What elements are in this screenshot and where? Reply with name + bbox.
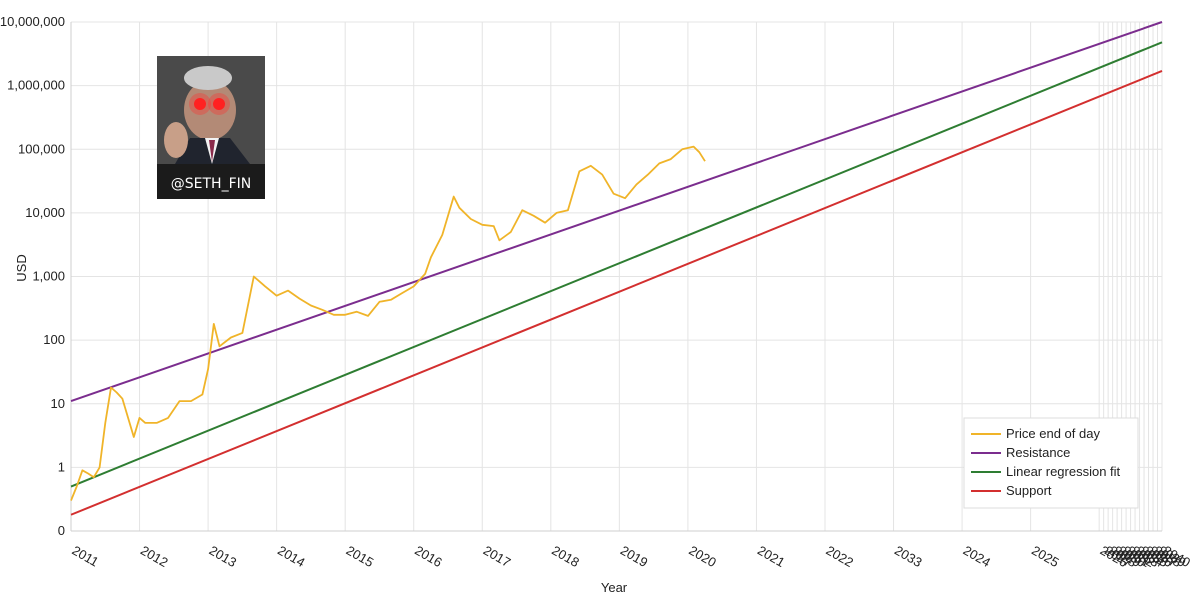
x-tick-label: 2020 <box>686 543 719 570</box>
x-tick-label: 2019 <box>618 543 651 570</box>
avatar-laser-glow-left <box>189 93 211 115</box>
avatar-laser-glow-right <box>208 93 230 115</box>
y-axis-ticks: 10,000,0001,000,000100,00010,0001,000100… <box>0 14 65 538</box>
legend-item-resistance: Resistance <box>971 445 1070 460</box>
avatar-tie <box>209 140 215 162</box>
legend-item-price: Price end of day <box>971 426 1100 441</box>
y-tick-label: 1,000,000 <box>7 78 65 93</box>
y-tick-label: 0 <box>58 523 65 538</box>
x-tick-label: 2011 <box>70 543 102 570</box>
x-tick-label: 2014 <box>275 543 308 570</box>
x-tick-label: 2015 <box>344 543 377 570</box>
legend-item-support: Support <box>971 483 1052 498</box>
x-tick-label: 2021 <box>755 543 788 570</box>
avatar-handle: @SETH_FIN <box>171 176 251 192</box>
avatar-laser-eye-left <box>194 98 206 110</box>
y-tick-label: 100,000 <box>18 141 65 156</box>
y-tick-label: 100 <box>43 332 65 347</box>
legend-label-support: Support <box>1006 483 1052 498</box>
y-tick-label: 10,000 <box>25 205 65 220</box>
series-regression-line <box>70 41 1163 488</box>
y-tick-label: 1,000 <box>32 269 65 284</box>
x-tick-label: 2012 <box>138 543 171 570</box>
legend-label-resistance: Resistance <box>1006 445 1070 460</box>
avatar: @SETH_FIN <box>157 56 265 199</box>
y-tick-label: 10,000,000 <box>0 14 65 29</box>
x-axis-ticks: 2011 2012 2013 2014 2015 2016 2017 2018 2019 2020… <box>70 543 1194 570</box>
x-axis-title: Year <box>601 580 628 595</box>
avatar-hair <box>184 66 232 90</box>
y-tick-label: 10 <box>51 396 65 411</box>
x-tick-label: 2022 <box>823 543 856 570</box>
legend-label-price: Price end of day <box>1006 426 1100 441</box>
x-tick-label: 2033 <box>892 543 925 570</box>
legend-label-regression: Linear regression fit <box>1006 464 1121 479</box>
series-price-line <box>70 145 706 501</box>
x-tick-label: 2016 <box>412 543 445 570</box>
series-resistance-line <box>70 21 1163 403</box>
avatar-laser-eye-right <box>213 98 225 110</box>
x-tick-label: 2013 <box>207 543 240 570</box>
y-tick-label: 1 <box>58 459 65 474</box>
x-tick-label: 2025 <box>1029 543 1062 570</box>
legend: Price end of day Resistance Linear regre… <box>963 417 1139 509</box>
series-support-line <box>70 70 1163 516</box>
x-tick-label: 2018 <box>549 543 582 570</box>
series-layer <box>70 21 1163 516</box>
x-tick-label: 2024 <box>961 543 994 570</box>
y-axis-title: USD <box>14 254 29 281</box>
legend-item-regression: Linear regression fit <box>971 464 1121 479</box>
x-tick-label: 2017 <box>481 543 514 570</box>
avatar-face <box>184 80 236 140</box>
avatar-hand <box>164 122 188 158</box>
